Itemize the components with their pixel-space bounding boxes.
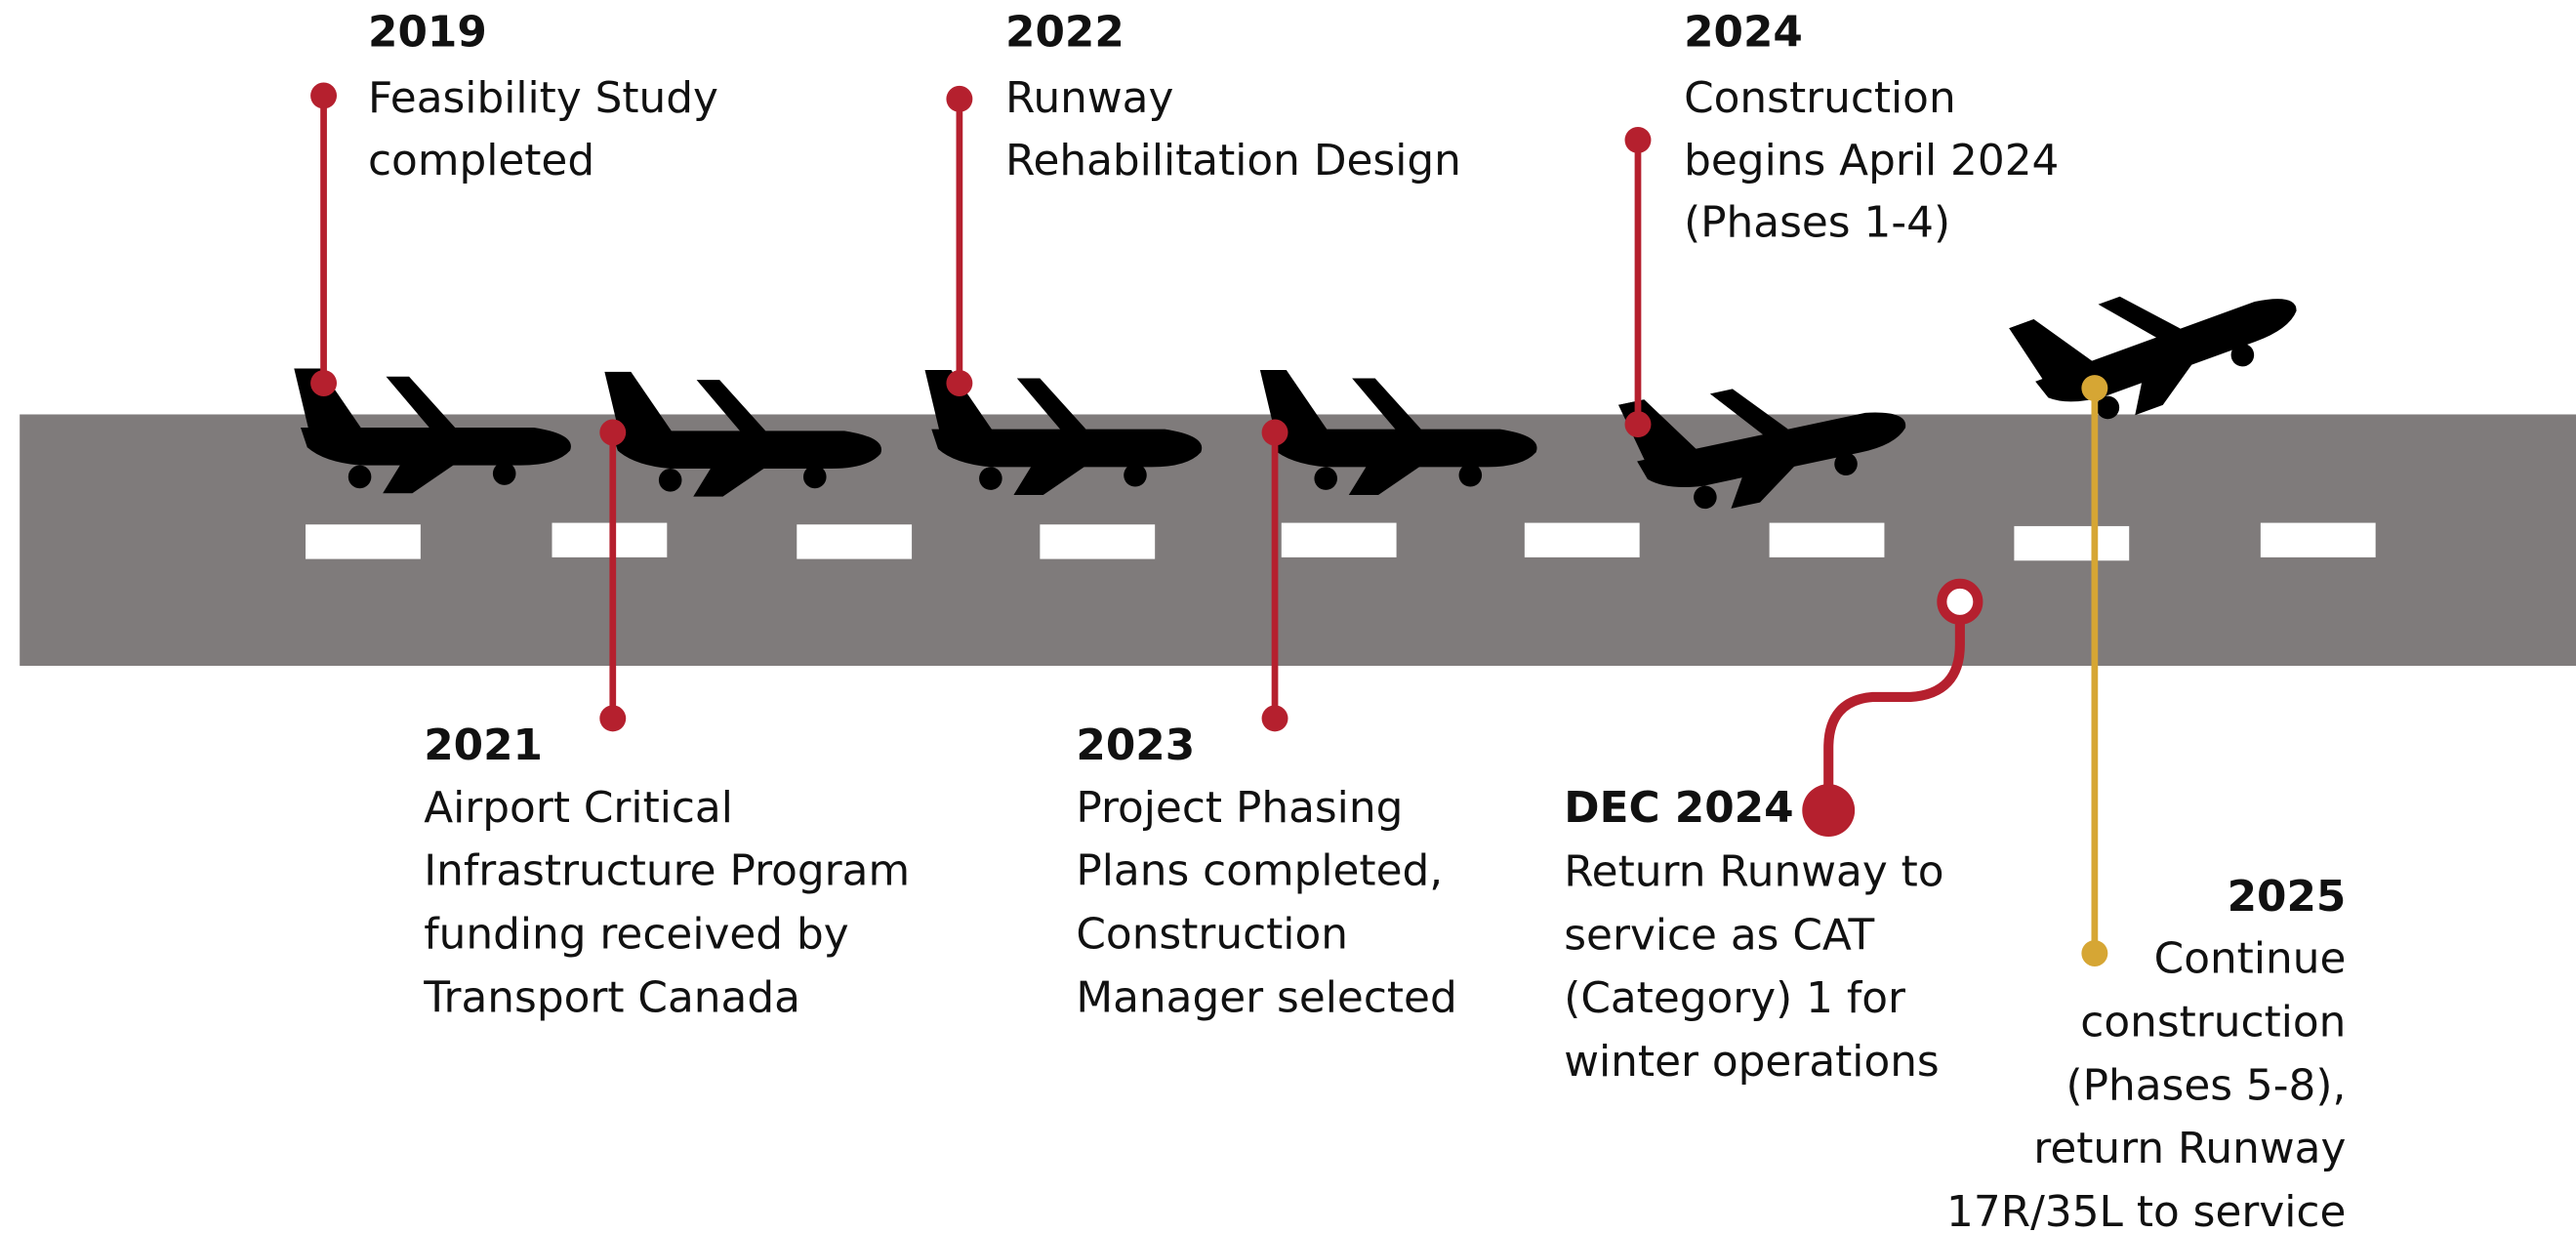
milestone-year: DEC 2024 [1564, 783, 1793, 833]
milestone-text: Project Phasing [1076, 783, 1403, 833]
milestone-text: Construction [1076, 909, 1348, 959]
milestone-text: Construction [1684, 73, 1956, 123]
milestone-year: 2019 [368, 7, 487, 57]
milestone: DEC 2024 Return Runway to service as CAT (C… [1564, 783, 1943, 1087]
milestone-text: 17R/35L to service [1946, 1187, 2346, 1233]
milestone-text: Return Runway to [1564, 847, 1943, 897]
milestone-text: funding received by [424, 909, 848, 959]
milestone-text: return Runway [2033, 1124, 2346, 1173]
runway-markings [306, 523, 2376, 561]
milestone: 2021 Airport Critical Infrastructure Progr… [423, 720, 910, 1022]
milestone-text: Airport Critical [424, 783, 733, 833]
milestone-year: 2022 [1005, 7, 1124, 57]
milestone-text: (Category) 1 for [1564, 973, 1905, 1023]
milestone-text: (Phases 1-4) [1684, 198, 1950, 248]
milestone: 2024 Construction begins April 2024 (Phases… [1684, 7, 2059, 247]
timeline: 2019 Feasibility Study completed 2021 Airpor… [0, 0, 2576, 1233]
milestone-text: Transport Canada [423, 972, 800, 1022]
milestone-text: completed [368, 136, 594, 185]
milestone: 2022 Runway Rehabilitation Design [1005, 7, 1461, 185]
milestone-text: winter operations [1564, 1037, 1939, 1087]
milestone-year: 2024 [1684, 7, 1803, 57]
milestone-text: construction [2080, 998, 2346, 1048]
milestone-text: Infrastructure Program [424, 846, 910, 896]
milestone-year: 2025 [2228, 872, 2347, 922]
milestone: 2025 Continue construction (Phases 5-8), ret… [1946, 872, 2346, 1233]
milestone: 2023 Project Phasing Plans completed, Const… [1076, 720, 1456, 1022]
milestone-text: begins April 2024 [1684, 136, 2059, 185]
milestone-text: Plans completed, [1076, 846, 1443, 896]
milestone-year: 2021 [424, 720, 543, 770]
milestone-year: 2023 [1076, 720, 1195, 770]
milestone-text: Runway [1005, 73, 1173, 123]
milestone-text: (Phases 5-8), [2066, 1060, 2347, 1110]
milestone: 2019 Feasibility Study completed [368, 7, 718, 185]
milestone-text: Continue [2154, 934, 2347, 984]
milestone-text: Manager selected [1076, 972, 1456, 1022]
page: {"milestones": [ {"year": "2019", "lines… [0, 0, 2576, 1233]
milestone-text: Feasibility Study [368, 73, 718, 123]
milestone-text: service as CAT [1564, 910, 1874, 960]
milestone-text: Rehabilitation Design [1005, 136, 1461, 185]
